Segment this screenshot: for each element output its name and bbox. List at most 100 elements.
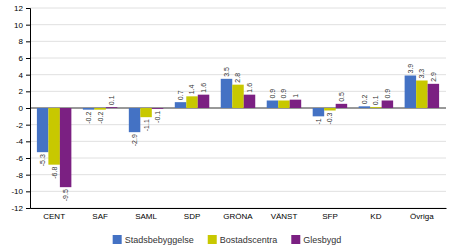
grid-line xyxy=(30,158,446,159)
grid-line xyxy=(30,8,446,9)
legend: Stadsbebyggelse Bostadscentra Glesbygd xyxy=(113,235,342,245)
data-label: 0.1 xyxy=(372,95,379,105)
data-label: 2.9 xyxy=(430,72,437,82)
x-tick-label: SAML xyxy=(135,212,157,221)
bar xyxy=(313,108,324,116)
y-tick: -8 xyxy=(16,171,30,180)
y-tick: 12 xyxy=(14,4,30,13)
y-tick-label: 12 xyxy=(14,4,23,13)
x-tick-label: CENT xyxy=(43,212,65,221)
y-tick-label: 4 xyxy=(19,71,24,80)
y-tick-label: -2 xyxy=(16,121,24,130)
y-tick-label: -10 xyxy=(11,187,23,196)
bar xyxy=(405,76,416,109)
y-tick: 2 xyxy=(19,87,30,96)
y-tick: -2 xyxy=(16,121,30,130)
grid-line xyxy=(30,174,446,175)
legend-swatch xyxy=(208,235,217,244)
y-tick-mark xyxy=(26,175,30,176)
x-tick: SDP xyxy=(184,212,200,221)
data-label: 3.9 xyxy=(407,64,414,74)
grid-line xyxy=(30,141,446,142)
y-tick: -12 xyxy=(11,204,30,213)
y-axis-line xyxy=(26,9,31,209)
data-label: -5.3 xyxy=(39,154,46,166)
plot-area: -5.3-0.2-2.90.73.50.9-10.23.9-6.8-0.2-1.… xyxy=(11,4,446,221)
y-tick-label: -4 xyxy=(16,137,24,146)
y-tick-label: 6 xyxy=(19,54,24,63)
bar xyxy=(60,108,71,187)
data-label: 3.3 xyxy=(418,69,425,79)
bar xyxy=(370,107,381,109)
legend-item: Bostadscentra xyxy=(208,235,278,245)
data-label: 1.6 xyxy=(246,83,253,93)
bar xyxy=(83,108,94,110)
bar xyxy=(221,79,232,108)
y-tick-mark xyxy=(26,108,30,109)
x-tick-label: SFP xyxy=(322,212,338,221)
x-tick: VÄNST xyxy=(271,212,298,221)
data-label: 0.9 xyxy=(280,89,287,99)
legend-item: Glesbygd xyxy=(291,235,341,245)
data-label: 0.9 xyxy=(269,89,276,99)
y-tick-label: 8 xyxy=(19,37,24,46)
bar xyxy=(382,101,393,109)
data-labels: -5.3-0.2-2.90.73.50.9-10.23.9-6.8-0.2-1.… xyxy=(39,64,437,202)
data-label: 1.4 xyxy=(188,84,195,94)
y-tick-mark xyxy=(26,125,30,126)
grid-line xyxy=(30,58,446,59)
y-tick-mark xyxy=(26,41,30,42)
bar xyxy=(152,108,163,110)
bar xyxy=(290,100,301,108)
bar xyxy=(336,104,347,108)
y-tick-mark xyxy=(26,58,30,59)
legend-label: Stadsbebyggelse xyxy=(125,235,194,245)
y-tick: 6 xyxy=(19,54,30,63)
y-tick-mark xyxy=(26,25,30,26)
x-axis-line xyxy=(31,208,447,209)
grid-line xyxy=(30,41,446,42)
x-tick: Övriga xyxy=(410,212,434,221)
bars xyxy=(37,76,439,188)
grid-line xyxy=(30,208,446,209)
data-label: -2.9 xyxy=(131,134,138,146)
bar xyxy=(428,84,439,108)
y-tick: 0 xyxy=(19,104,30,113)
x-tick: GRÖNA xyxy=(223,212,253,221)
legend-item: Stadsbebyggelse xyxy=(113,235,194,245)
bar xyxy=(186,96,197,108)
y-tick-label: -6 xyxy=(16,154,24,163)
y-axis: -12-10-8-6-4-2024681012 xyxy=(11,4,30,213)
bar xyxy=(244,95,255,108)
legend-label: Bostadscentra xyxy=(220,235,278,245)
chart: -5.3-0.2-2.90.73.50.9-10.23.9-6.8-0.2-1.… xyxy=(0,0,454,252)
y-tick-mark xyxy=(26,91,30,92)
legend-swatch xyxy=(291,235,300,244)
x-tick-label: VÄNST xyxy=(271,212,298,221)
grid-line xyxy=(30,124,446,125)
y-tick-label: 0 xyxy=(19,104,24,113)
bar xyxy=(278,101,289,109)
x-tick: KD xyxy=(370,212,381,221)
x-tick: SFP xyxy=(322,212,338,221)
y-tick: -6 xyxy=(16,154,30,163)
data-label: -0.2 xyxy=(97,112,104,124)
bar xyxy=(37,108,48,152)
y-tick-mark xyxy=(26,158,30,159)
grid xyxy=(30,8,446,208)
grid-line xyxy=(30,191,446,192)
data-label: 1 xyxy=(292,94,299,98)
data-label: 0.1 xyxy=(108,95,115,105)
x-tick-label: KD xyxy=(370,212,381,221)
y-tick-label: -8 xyxy=(16,171,24,180)
y-tick-label: -12 xyxy=(11,204,23,213)
data-label: 0.7 xyxy=(177,90,184,100)
legend-swatch xyxy=(113,235,122,244)
data-label: 1.6 xyxy=(200,83,207,93)
bar xyxy=(175,102,186,108)
bar-series xyxy=(37,76,416,153)
legend-label: Glesbygd xyxy=(303,235,341,245)
bar xyxy=(94,108,105,110)
bar xyxy=(140,108,151,117)
x-tick-label: Övriga xyxy=(410,212,434,221)
